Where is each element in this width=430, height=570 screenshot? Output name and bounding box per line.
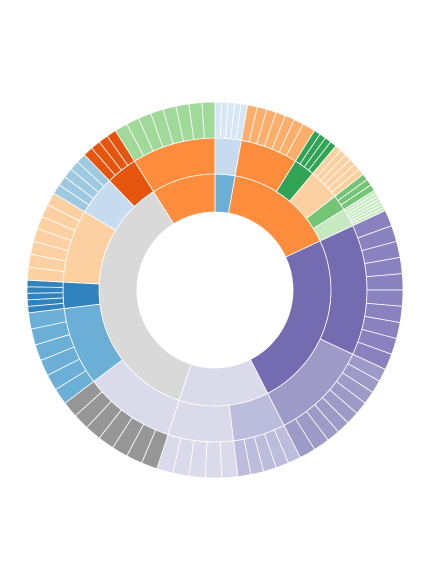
ring-3-segment xyxy=(26,286,64,294)
ring-3-segment xyxy=(365,273,404,291)
ring-2-segment xyxy=(167,399,234,443)
ring-3-segment xyxy=(204,441,222,479)
ring-2-segment xyxy=(62,281,101,309)
ring-3-segment xyxy=(201,101,216,139)
